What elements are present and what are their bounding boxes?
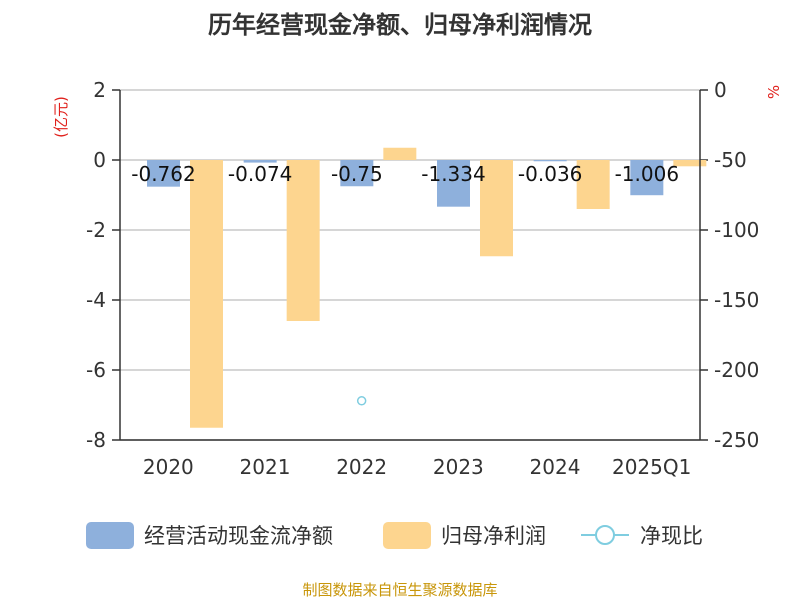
right-tick-label: -150 bbox=[714, 288, 759, 312]
x-tick-label: 2023 bbox=[433, 455, 484, 479]
left-tick-label: -4 bbox=[86, 288, 106, 312]
data-label-cashflow: -0.036 bbox=[518, 162, 582, 186]
left-axis-ticks: 2 0 -2 -4 -6 -8 bbox=[86, 78, 120, 452]
bar-cashflow bbox=[437, 160, 470, 207]
bar-net-profit bbox=[576, 160, 610, 209]
right-tick-label: -100 bbox=[714, 218, 759, 242]
right-tick-label: -250 bbox=[714, 428, 759, 452]
x-tick-label: 2020 bbox=[143, 455, 194, 479]
bar-cashflow bbox=[243, 160, 277, 163]
bar-cashflow bbox=[340, 160, 374, 187]
data-label-cashflow: -0.75 bbox=[331, 162, 383, 186]
legend-label-ratio: 净现比 bbox=[640, 524, 703, 548]
left-tick-label: -2 bbox=[86, 218, 106, 242]
left-tick-label: 2 bbox=[93, 78, 106, 102]
right-tick-label: 0 bbox=[714, 78, 727, 102]
bar-net-profit bbox=[480, 160, 513, 257]
x-tick-label: 2025Q1 bbox=[612, 455, 691, 479]
bar-net-profit bbox=[286, 160, 320, 321]
left-tick-label: -8 bbox=[86, 428, 106, 452]
point-ratio bbox=[356, 396, 367, 406]
data-label-cashflow: -0.762 bbox=[131, 162, 195, 186]
x-tick-label: 2021 bbox=[240, 455, 291, 479]
right-axis-unit: % bbox=[765, 85, 783, 99]
right-tick-label: -200 bbox=[714, 358, 759, 382]
bar-net-profit bbox=[673, 160, 707, 167]
legend: 经营活动现金流净额 归母净利润 净现比 bbox=[86, 522, 703, 549]
bars bbox=[147, 147, 707, 428]
legend-label-cashflow: 经营活动现金流净额 bbox=[144, 524, 333, 548]
right-tick-label: -50 bbox=[714, 148, 747, 172]
bar-cashflow bbox=[533, 160, 567, 162]
legend-swatch-cashflow bbox=[86, 522, 134, 549]
right-axis-ticks: 0 -50 -100 -150 -200 -250 bbox=[700, 78, 759, 452]
legend-label-net-profit: 归母净利润 bbox=[441, 524, 546, 548]
bar-cashflow bbox=[147, 160, 180, 187]
axes bbox=[119, 90, 701, 441]
chart-title: 历年经营现金净额、归母净利润情况 bbox=[208, 11, 592, 39]
x-axis-ticks: 2020 2021 2022 2023 2024 2025Q1 bbox=[143, 455, 691, 479]
legend-marker-ratio bbox=[595, 525, 615, 545]
bar-cashflow bbox=[630, 160, 664, 196]
data-labels: -0.762 -0.074 -0.75 -1.334 -0.036 -1.006 bbox=[131, 162, 679, 186]
legend-swatch-net-profit bbox=[383, 522, 431, 549]
bar-net-profit bbox=[190, 160, 223, 428]
x-tick-label: 2022 bbox=[336, 455, 387, 479]
points bbox=[356, 396, 367, 406]
left-tick-label: -6 bbox=[86, 358, 106, 382]
source-note: 制图数据来自恒生聚源数据库 bbox=[302, 581, 497, 599]
x-tick-label: 2024 bbox=[530, 455, 581, 479]
data-label-cashflow: -0.074 bbox=[228, 162, 292, 186]
left-tick-label: 0 bbox=[93, 148, 106, 172]
left-axis-unit: (亿元) bbox=[52, 96, 70, 138]
bar-net-profit bbox=[383, 147, 417, 160]
data-label-cashflow: -1.006 bbox=[615, 162, 679, 186]
data-label-cashflow: -1.334 bbox=[421, 162, 485, 186]
